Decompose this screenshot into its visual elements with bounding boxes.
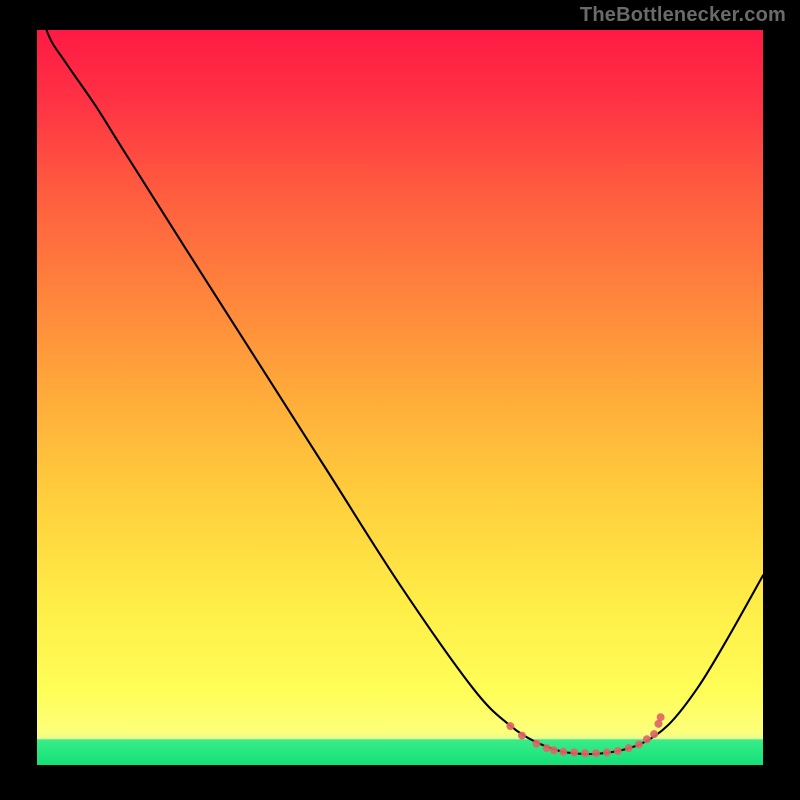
chart-container: { "watermark": "TheBottlenecker.com", "c… <box>0 0 800 800</box>
marker-dot <box>559 748 567 756</box>
marker-dot <box>550 746 558 754</box>
marker-dot <box>657 713 665 721</box>
marker-dot <box>603 749 611 757</box>
gradient-background <box>37 30 763 765</box>
watermark-text: TheBottlenecker.com <box>580 4 786 27</box>
marker-dot <box>581 749 589 757</box>
marker-dot <box>532 740 540 748</box>
marker-dot <box>635 740 643 748</box>
marker-dot <box>643 735 651 743</box>
green-band <box>37 739 763 765</box>
marker-dot <box>625 744 633 752</box>
marker-dot <box>650 730 658 738</box>
marker-dot <box>518 732 526 740</box>
marker-dot <box>506 722 514 730</box>
marker-dot <box>592 749 600 757</box>
bottleneck-chart <box>0 0 800 800</box>
marker-dot <box>543 744 551 752</box>
marker-dot <box>570 749 578 757</box>
marker-dot <box>614 747 622 755</box>
